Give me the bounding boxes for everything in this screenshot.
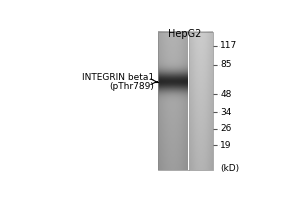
Text: (pThr789): (pThr789) bbox=[110, 82, 154, 91]
Bar bbox=[158, 32, 213, 170]
Text: 26: 26 bbox=[220, 124, 232, 133]
Text: HepG2: HepG2 bbox=[169, 29, 202, 39]
Text: 19: 19 bbox=[220, 141, 232, 150]
Text: (kD): (kD) bbox=[220, 164, 239, 173]
Text: 117: 117 bbox=[220, 41, 238, 50]
Text: 85: 85 bbox=[220, 60, 232, 69]
Text: 34: 34 bbox=[220, 108, 232, 117]
Text: INTEGRIN beta1: INTEGRIN beta1 bbox=[82, 73, 154, 82]
Text: 48: 48 bbox=[220, 90, 232, 99]
